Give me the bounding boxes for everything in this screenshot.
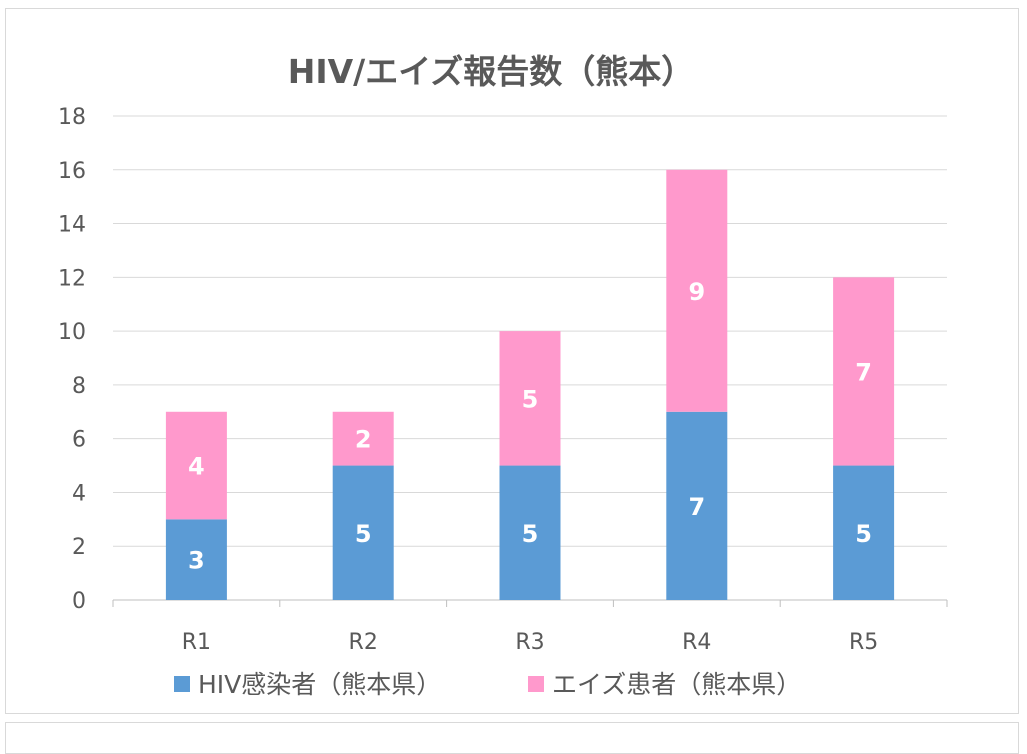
legend-label: エイズ患者（熊本県）	[552, 670, 801, 699]
legend-label: HIV感染者（熊本県）	[198, 670, 441, 699]
bar-segment	[666, 169, 728, 412]
legend: HIV感染者（熊本県） エイズ患者（熊本県）	[174, 670, 801, 699]
bar-segment	[499, 465, 561, 600]
bars	[165, 169, 895, 600]
bar-segment	[165, 411, 227, 520]
data-label: 5	[355, 520, 372, 548]
data-label: 5	[522, 385, 539, 413]
y-tick-label: 14	[58, 213, 86, 238]
stacked-bar-chart: HIV/エイズ報告数（熊本） 0 2 4 6 8 10 12 14 16 18 3 4 5 2 5 5 7 9 5…	[58, 52, 948, 699]
data-labels: 3 4 5 2 5 5 7 9 5 7	[188, 278, 872, 575]
chart-title: HIV/エイズ報告数（熊本）	[288, 52, 695, 91]
data-label: 4	[188, 453, 205, 481]
data-label: 5	[855, 520, 872, 548]
x-tick-label: R3	[515, 630, 544, 655]
next-panel-frame	[5, 722, 1019, 754]
bar-segment	[332, 411, 394, 466]
x-tick-label: R4	[682, 630, 711, 655]
y-tick-label: 2	[72, 535, 86, 560]
y-tick-label: 6	[72, 428, 86, 453]
x-tick-label: R5	[849, 630, 878, 655]
y-tick-label: 12	[58, 266, 86, 291]
y-tick-label: 4	[72, 481, 86, 506]
bar-segment	[165, 519, 227, 600]
x-tick-label: R1	[182, 630, 211, 655]
bar-segment	[833, 277, 895, 466]
x-axis-ticks: R1 R2 R3 R4 R5	[182, 630, 878, 655]
data-label: 2	[355, 426, 372, 454]
chart-frame: HIV/エイズ報告数（熊本） 0 2 4 6 8 10 12 14 16 18 3 4 5 2 5 5 7 9 5…	[5, 8, 1019, 714]
x-tick-label: R2	[349, 630, 378, 655]
bar-segment	[666, 411, 728, 600]
data-label: 7	[688, 493, 705, 521]
y-tick-label: 10	[58, 320, 86, 345]
bar-segment	[332, 465, 394, 600]
y-tick-label: 0	[72, 589, 86, 614]
y-tick-label: 18	[58, 105, 86, 130]
data-label: 3	[188, 547, 205, 575]
y-tick-label: 8	[72, 374, 86, 399]
bar-segment	[499, 331, 561, 466]
y-axis-ticks: 0 2 4 6 8 10 12 14 16 18	[58, 105, 86, 614]
data-label: 7	[855, 358, 872, 386]
bar-segment	[833, 465, 895, 600]
legend-swatch	[174, 676, 190, 692]
y-tick-label: 16	[58, 159, 86, 184]
data-label: 9	[688, 278, 705, 306]
legend-swatch	[528, 676, 544, 692]
data-label: 5	[522, 520, 539, 548]
